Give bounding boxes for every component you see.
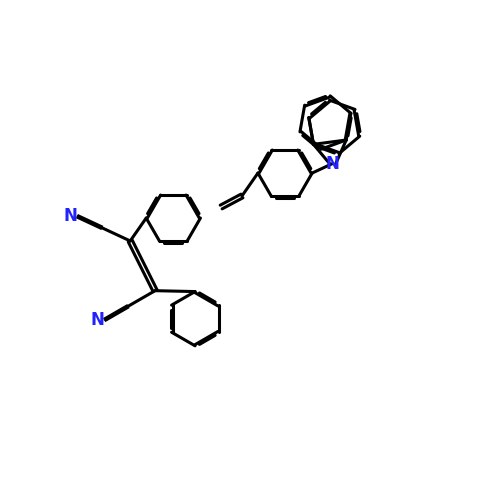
Text: N: N: [326, 154, 340, 172]
Text: N: N: [64, 207, 78, 225]
Text: N: N: [91, 311, 105, 329]
